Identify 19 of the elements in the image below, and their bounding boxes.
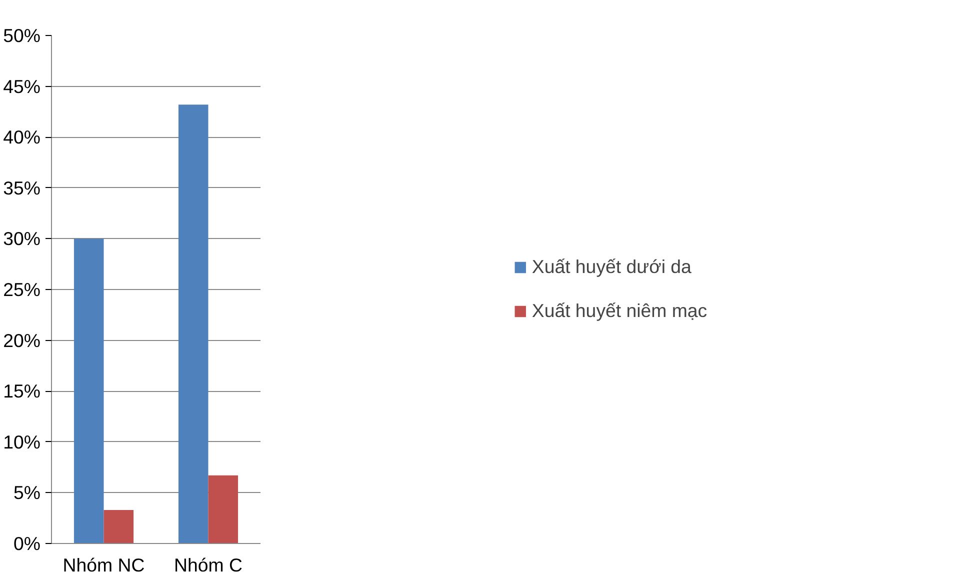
y-tick-label: 15% bbox=[3, 380, 41, 402]
y-tick-label: 25% bbox=[3, 279, 41, 300]
bar bbox=[208, 475, 238, 544]
bar bbox=[178, 104, 208, 544]
y-tick-label: 0% bbox=[14, 533, 41, 554]
legend-label: Xuất huyết dưới da bbox=[532, 256, 692, 278]
y-tick-label: 5% bbox=[14, 482, 41, 504]
y-tick-label: 45% bbox=[3, 76, 41, 97]
bar bbox=[104, 510, 134, 544]
y-tick-label: 50% bbox=[3, 25, 41, 46]
y-tick-label: 35% bbox=[3, 177, 41, 198]
y-tick-label: 10% bbox=[3, 431, 41, 452]
x-tick-label: Nhóm NC bbox=[62, 554, 145, 576]
y-tick-label: 30% bbox=[3, 228, 41, 250]
y-tick-label: 40% bbox=[3, 126, 41, 148]
legend-label: Xuất huyết niêm mạc bbox=[532, 300, 708, 322]
y-tick-label: 20% bbox=[3, 330, 41, 351]
x-tick-label: Nhóm C bbox=[174, 554, 242, 576]
bar bbox=[74, 238, 104, 544]
